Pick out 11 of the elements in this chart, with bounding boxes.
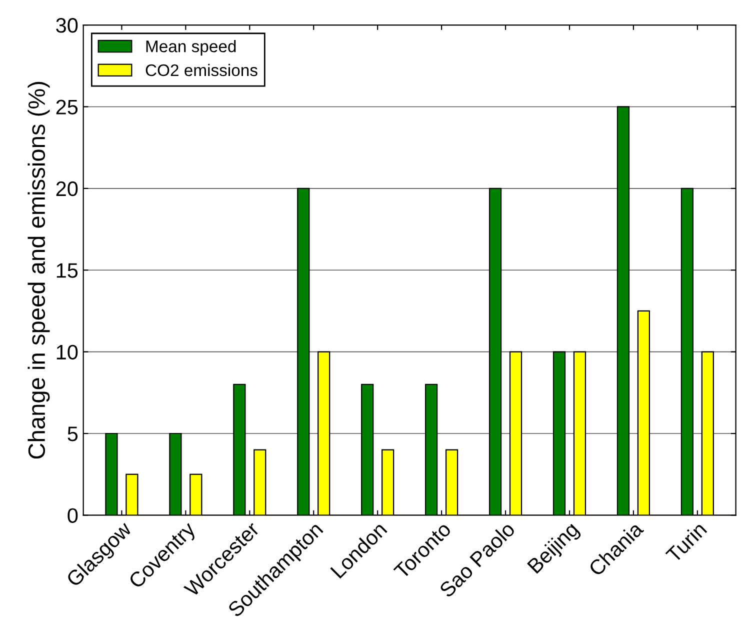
y-tick-label: 25 [56, 100, 78, 114]
y-tick-label: 0 [68, 508, 78, 523]
x-tick-label: Turin [664, 521, 708, 564]
legend-label: CO2 emissions [146, 64, 258, 76]
y-axis-title: Change in speed and emissions (%) [28, 82, 50, 459]
y-tick-label: 10 [56, 344, 78, 360]
y-tick-label: 30 [56, 18, 78, 33]
y-tick-label: 15 [56, 263, 78, 278]
legend-label: Mean speed [146, 40, 236, 56]
y-tick-label: 5 [68, 426, 78, 442]
y-tick-label: 20 [56, 181, 78, 196]
